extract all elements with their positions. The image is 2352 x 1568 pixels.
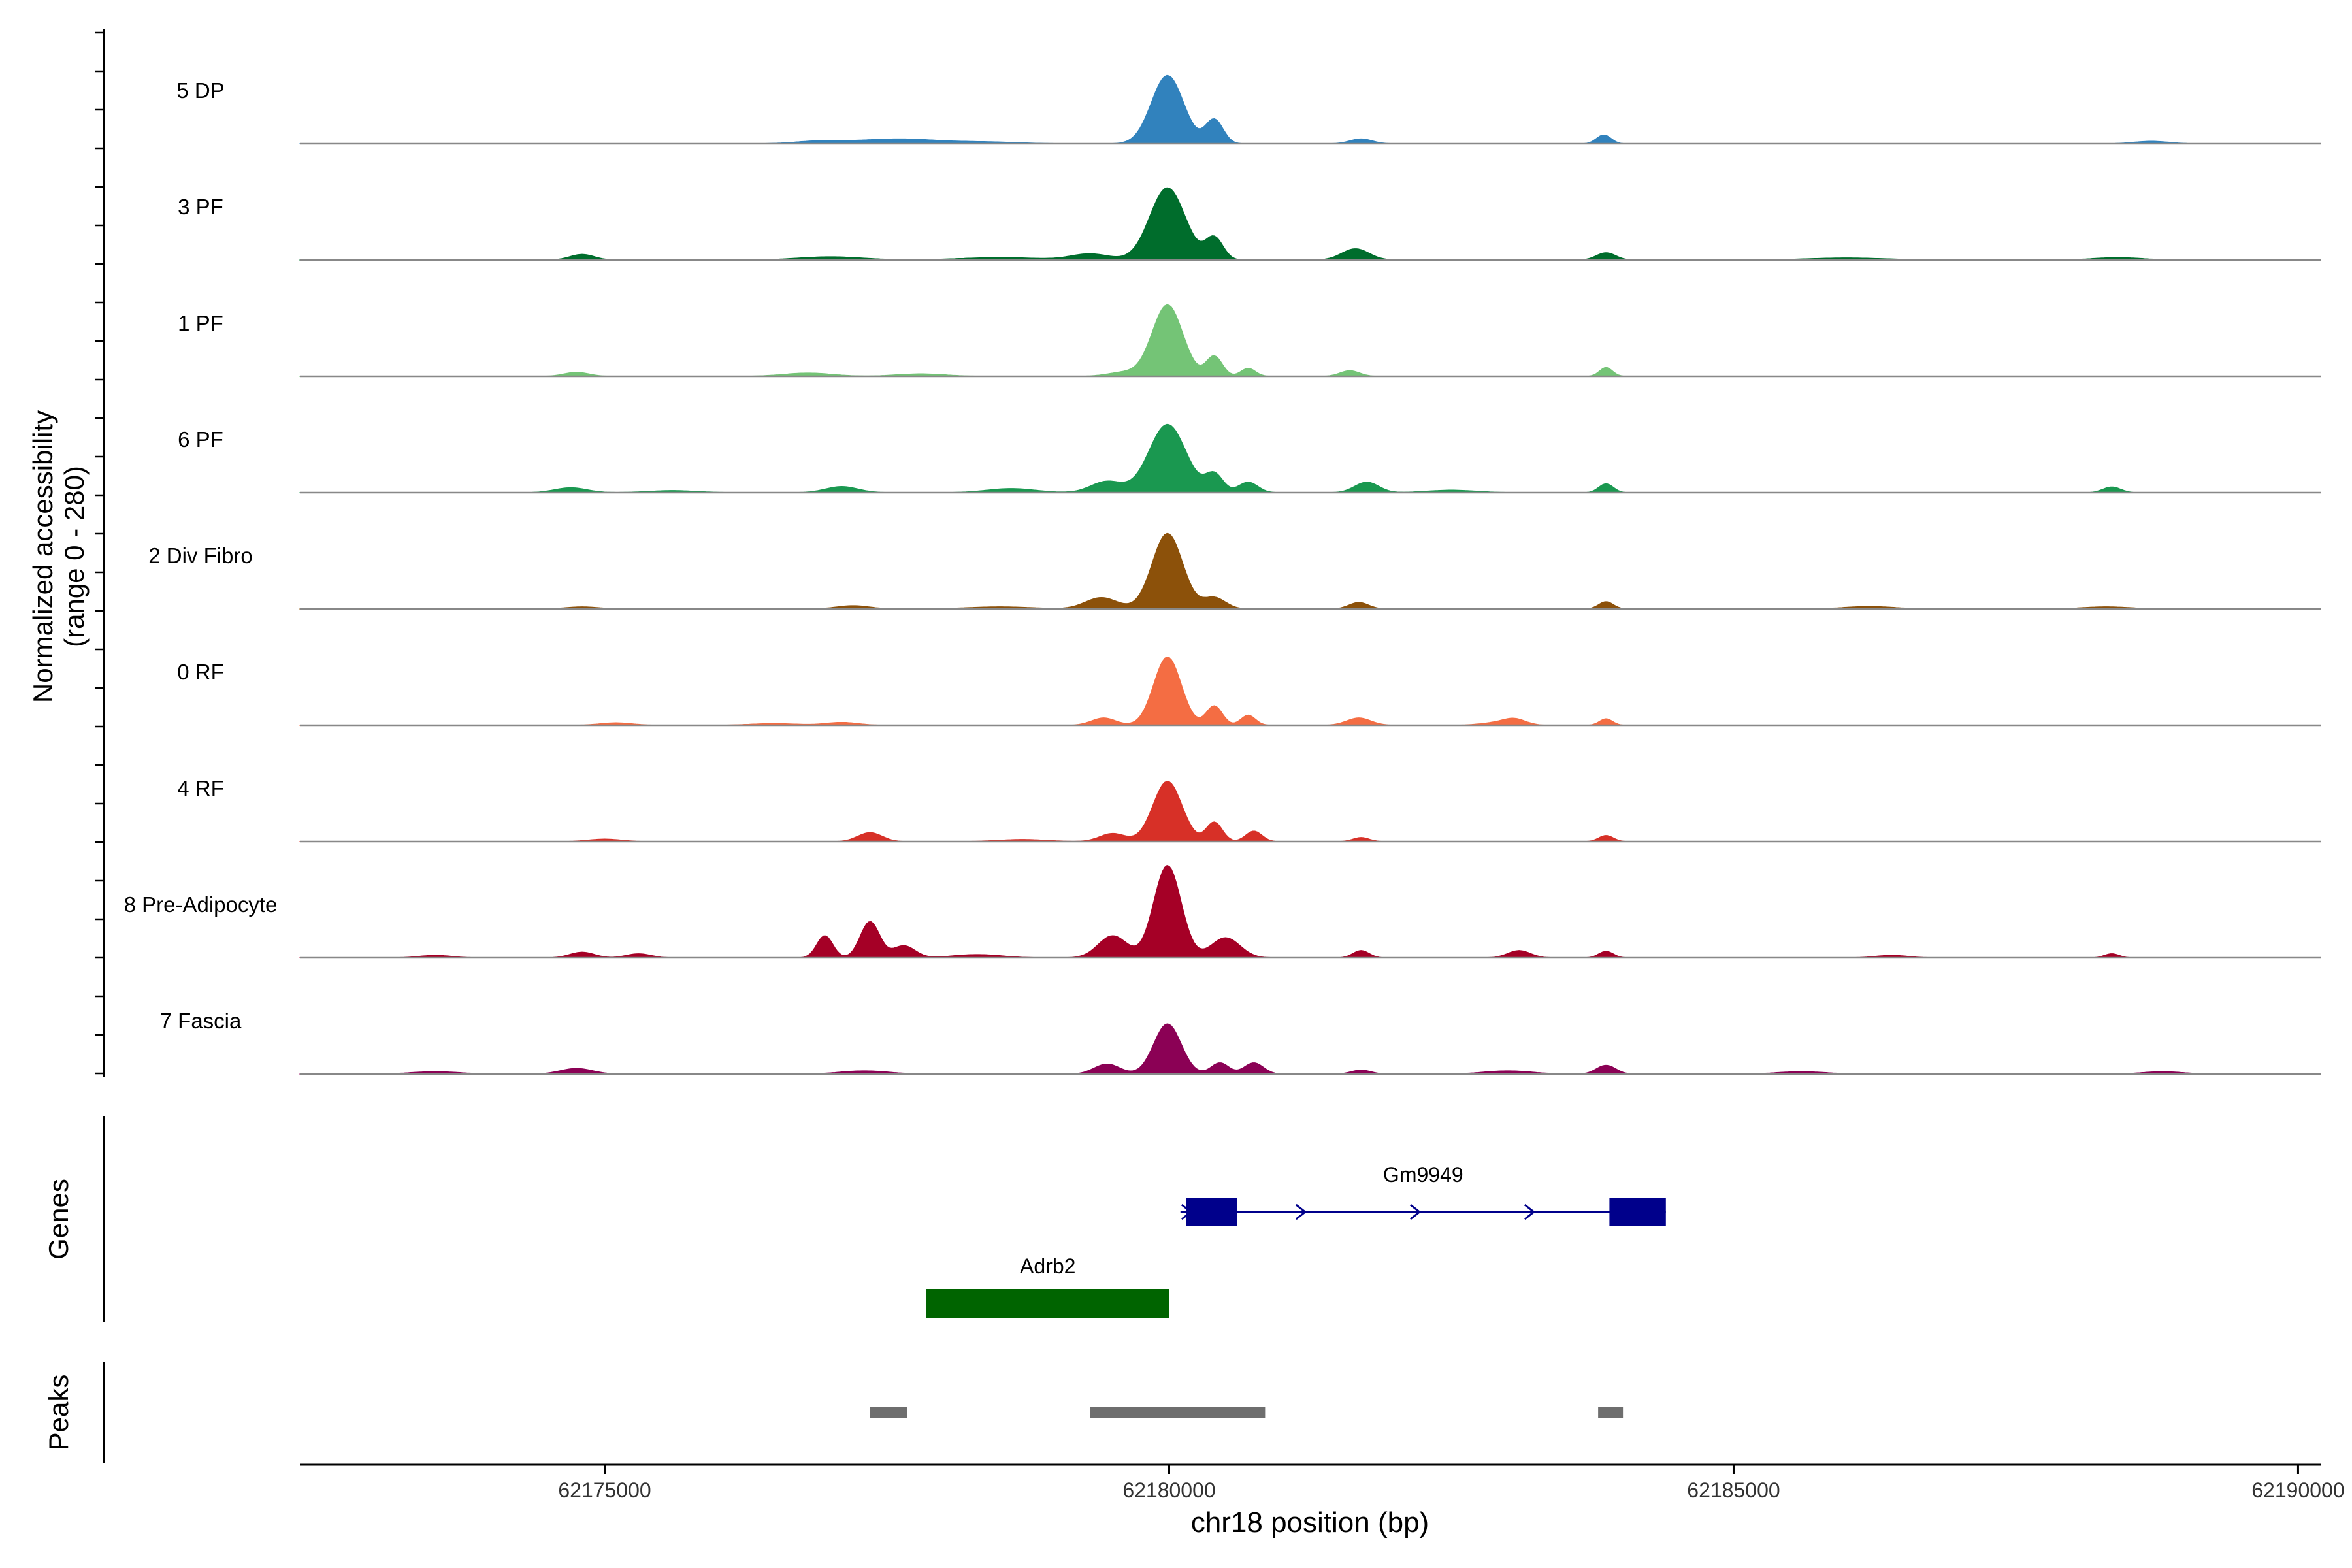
x-tick-label: 62180000 [1122, 1478, 1215, 1502]
peak-region [1598, 1407, 1624, 1418]
genes-track: Gm9949 Adrb2 [926, 1163, 1666, 1318]
track-6-pf: 6 PF [178, 423, 2321, 494]
x-tick-label: 62190000 [2251, 1478, 2344, 1502]
gene-exon [926, 1289, 1169, 1318]
coverage-area-3-pf [299, 187, 2231, 261]
x-axis-ticks: 62175000 62180000 62185000 62190000 [558, 1465, 2345, 1502]
coverage-area-1-pf [299, 304, 2231, 377]
gene-exon [1609, 1198, 1666, 1226]
track-label: 2 Div Fibro [148, 544, 253, 568]
x-axis-label: chr18 position (bp) [1191, 1507, 1429, 1539]
genes-panel-label: Genes [43, 1179, 74, 1260]
coverage-area-4-rf [299, 781, 2231, 842]
gene-label: Adrb2 [1020, 1254, 1075, 1278]
coverage-area-7-fascia [299, 1023, 2231, 1075]
x-tick-label: 62185000 [1687, 1478, 1780, 1502]
strand-arrow [1409, 1203, 1422, 1220]
peaks-panel-label: Peaks [43, 1375, 74, 1451]
coverage-tracks: 5 DP 3 PF 1 PF 6 PF 2 Div Fibro 0 RF 4 RF 8 Pre… [124, 74, 2321, 1075]
strand-arrow [1295, 1203, 1307, 1220]
strand-arrow [1524, 1203, 1536, 1220]
track-0-rf: 0 RF [177, 656, 2321, 727]
peaks-track [870, 1407, 1624, 1418]
track-5-dp: 5 DP [176, 74, 2321, 145]
track-8-pre-adipocyte: 8 Pre-Adipocyte [124, 865, 2321, 959]
peak-region [1090, 1407, 1266, 1418]
gene-label: Gm9949 [1383, 1163, 1463, 1186]
track-1-pf: 1 PF [178, 304, 2321, 378]
track-3-pf: 3 PF [178, 187, 2321, 261]
track-2-div-fibro: 2 Div Fibro [148, 532, 2321, 610]
y-axis-label-line2: (range 0 - 280) [59, 466, 90, 647]
track-label: 4 RF [177, 776, 224, 800]
track-label: 8 Pre-Adipocyte [124, 892, 278, 917]
track-label: 5 DP [176, 78, 224, 103]
y-axis-label-line1: Normalized accessibility [27, 410, 58, 703]
track-4-rf: 4 RF [177, 776, 2321, 843]
coverage-area-6-pf [299, 423, 2231, 493]
track-7-fascia: 7 Fascia [160, 1009, 2321, 1075]
gene-exon [1186, 1198, 1237, 1226]
gene-adrb2: Adrb2 [926, 1254, 1169, 1318]
track-label: 3 PF [178, 195, 223, 219]
coverage-area-2-div-fibro [299, 532, 2231, 610]
x-tick-label: 62175000 [558, 1478, 651, 1502]
coverage-area-0-rf [299, 656, 2231, 726]
track-label: 1 PF [178, 311, 223, 335]
coverage-area-5-dp [299, 74, 2231, 144]
coverage-y-ticks [95, 31, 104, 1075]
coverage-area-8-pre-adipocyte [299, 865, 2231, 958]
track-label: 0 RF [177, 660, 224, 684]
peak-region [870, 1407, 907, 1418]
gene-gm9949: Gm9949 [1180, 1163, 1666, 1226]
track-label: 6 PF [178, 427, 223, 451]
track-label: 7 Fascia [160, 1009, 242, 1033]
